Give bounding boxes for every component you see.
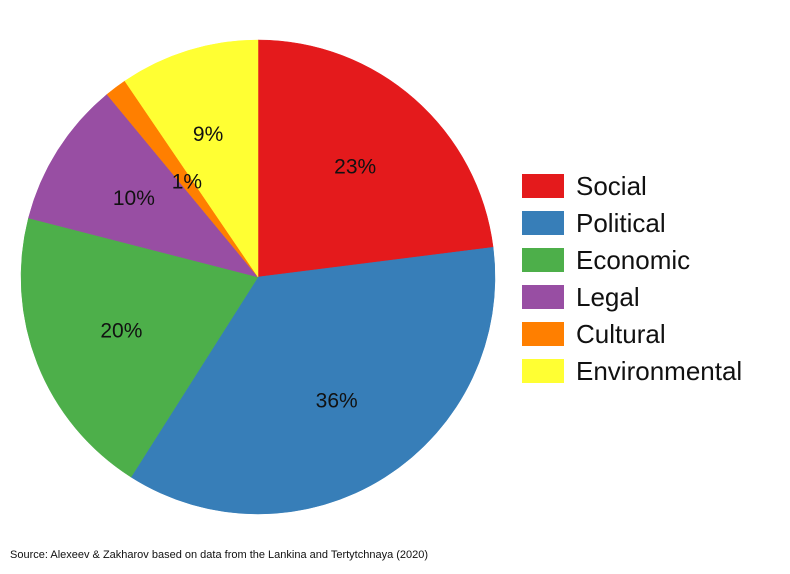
- data-label-social: 23%: [334, 155, 376, 178]
- data-label-environmental: 9%: [193, 123, 223, 146]
- legend-label-political: Political: [576, 208, 666, 238]
- pie-slices: [20, 39, 496, 515]
- pie-data-labels: 23% 36% 20% 10% 1% 9%: [100, 123, 376, 413]
- data-label-cultural: 1%: [172, 171, 202, 194]
- legend-label-cultural: Cultural: [576, 319, 666, 349]
- pie-slice-political: [130, 247, 496, 515]
- pie-slice-legal: [28, 94, 259, 278]
- pie-slice-environmental: [124, 39, 259, 278]
- pie-slice-social: [257, 39, 494, 278]
- data-label-economic: 20%: [100, 320, 142, 343]
- legend-swatch-social: [522, 174, 564, 198]
- legend-label-economic: Economic: [576, 245, 690, 275]
- pie-slice-economic: [20, 217, 259, 478]
- legend-label-legal: Legal: [576, 282, 640, 312]
- legend-swatch-environmental: [522, 359, 564, 383]
- source-note: Source: Alexeev & Zakharov based on data…: [10, 549, 429, 561]
- legend-swatch-political: [522, 211, 564, 235]
- legend-swatch-legal: [522, 285, 564, 309]
- legend-label-social: Social: [576, 171, 647, 201]
- legend-label-environmental: Environmental: [576, 356, 742, 386]
- legend: Social Political Economic Legal Cultural Envi…: [522, 171, 742, 386]
- legend-swatch-cultural: [522, 322, 564, 346]
- data-label-political: 36%: [316, 390, 358, 413]
- data-label-legal: 10%: [113, 187, 155, 210]
- legend-swatch-economic: [522, 248, 564, 272]
